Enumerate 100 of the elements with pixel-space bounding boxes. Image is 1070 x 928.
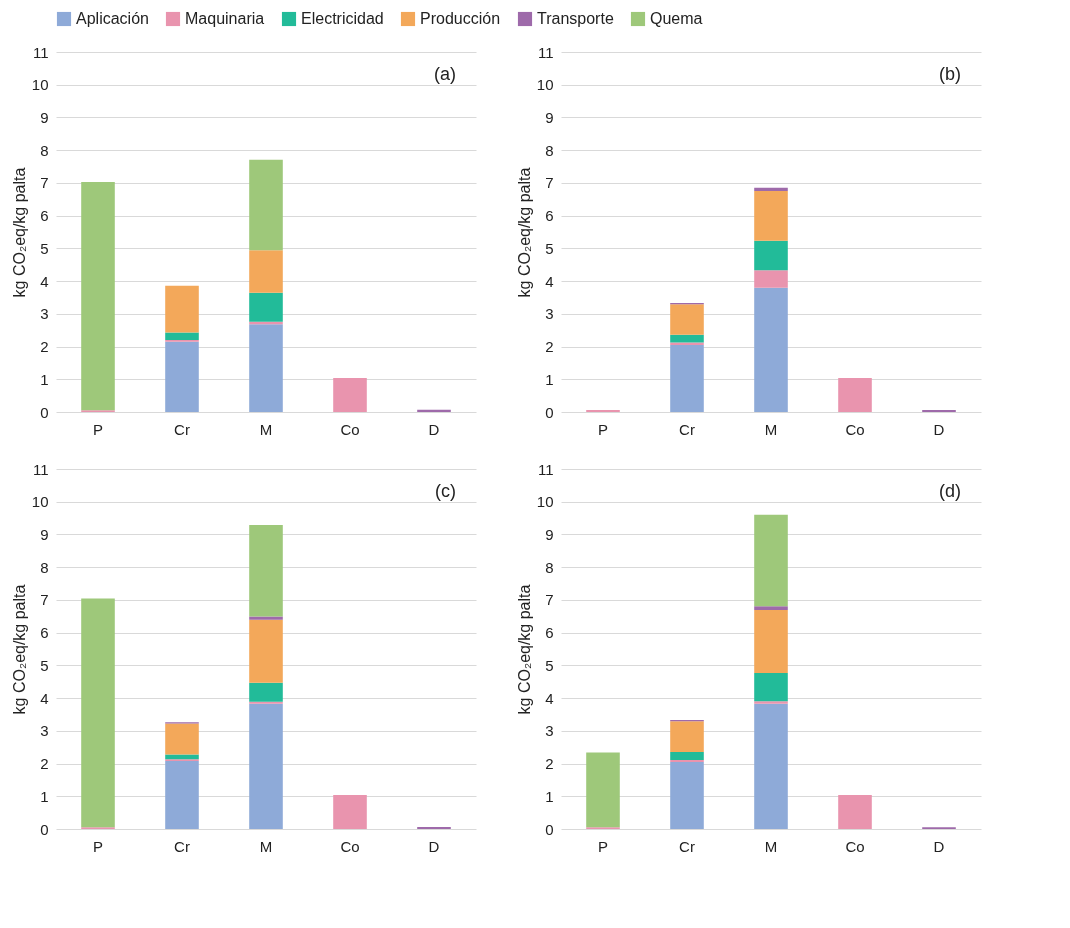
bar [670, 344, 704, 412]
y-tick-label: 4 [545, 689, 554, 707]
y-tick-label: 4 [40, 689, 49, 707]
y-tick-label: 11 [32, 460, 49, 478]
bar [81, 181, 115, 411]
bar [754, 606, 788, 611]
legend-label: Electricidad [301, 10, 384, 27]
x-tick-label: Co [340, 837, 360, 855]
y-tick-label: 6 [545, 207, 554, 225]
annotation: (d) [939, 481, 961, 501]
x-tick-label: Cr [679, 420, 695, 438]
bar [838, 794, 872, 829]
y-axis-title: kg CO₂eq/kg palta [10, 584, 28, 715]
bar [81, 598, 115, 828]
x-tick-label: Co [845, 837, 865, 855]
y-tick-label: 0 [545, 820, 554, 838]
legend-label: Maquinaria [185, 10, 265, 27]
y-tick-label: 7 [40, 591, 49, 609]
y-tick-label: 10 [536, 76, 554, 94]
y-tick-label: 7 [40, 174, 49, 192]
x-tick-label: Co [845, 420, 865, 438]
bar [754, 514, 788, 607]
bar [333, 794, 367, 829]
bar [249, 159, 283, 251]
y-tick-label: 4 [40, 272, 49, 290]
y-tick-label: 9 [545, 525, 554, 543]
annotation: (c) [435, 481, 456, 501]
bar [670, 304, 704, 335]
bar [165, 723, 199, 755]
y-tick-label: 2 [545, 338, 554, 356]
x-tick-label: P [92, 837, 104, 855]
x-tick-label: P [92, 420, 104, 438]
y-tick-label: 9 [545, 108, 554, 126]
y-tick-label: 8 [40, 558, 49, 576]
bar [754, 240, 788, 271]
bar [249, 250, 283, 293]
x-tick-label: P [597, 837, 609, 855]
y-tick-label: 11 [537, 460, 554, 478]
bar [249, 524, 283, 617]
y-tick-label: 6 [545, 624, 554, 642]
x-tick-label: M [259, 837, 273, 855]
bar [754, 270, 788, 288]
x-tick-label: Cr [174, 420, 190, 438]
y-tick-label: 5 [40, 656, 49, 674]
bar [670, 334, 704, 343]
x-tick-label: Co [340, 420, 360, 438]
y-axis-title: kg CO₂eq/kg palta [515, 584, 533, 715]
y-tick-label: 2 [40, 338, 49, 356]
legend-label: Aplicación [76, 10, 149, 27]
bar [754, 191, 788, 241]
x-tick-label: D [428, 420, 440, 438]
legend-label: Quema [650, 10, 703, 27]
y-tick-label: 6 [40, 624, 49, 642]
y-tick-label: 2 [40, 755, 49, 773]
y-tick-label: 8 [545, 141, 554, 159]
y-tick-label: 5 [40, 239, 49, 257]
bar [754, 187, 788, 192]
x-tick-label: M [259, 420, 273, 438]
x-tick-label: D [933, 420, 945, 438]
y-tick-label: 2 [545, 755, 554, 773]
y-tick-label: 6 [40, 207, 49, 225]
bar [670, 761, 704, 829]
y-tick-label: 7 [545, 591, 554, 609]
bar [249, 324, 283, 412]
y-tick-label: 1 [40, 787, 49, 805]
bar [838, 377, 872, 412]
y-tick-label: 8 [40, 141, 49, 159]
y-tick-label: 3 [545, 722, 554, 740]
bar [754, 701, 788, 704]
bar [165, 754, 199, 760]
annotation: (a) [434, 64, 456, 84]
y-axis-title: kg CO₂eq/kg palta [10, 167, 28, 298]
bar [670, 752, 704, 760]
x-tick-label: P [597, 420, 609, 438]
y-tick-label: 3 [40, 722, 49, 740]
y-tick-label: 11 [32, 43, 49, 61]
y-tick-label: 1 [40, 370, 49, 388]
bar [586, 752, 620, 828]
bar [754, 703, 788, 829]
bar [165, 285, 199, 333]
y-tick-label: 10 [31, 76, 49, 94]
bar [249, 703, 283, 829]
legend-label: Transporte [537, 10, 614, 27]
y-tick-label: 0 [40, 820, 49, 838]
y-tick-label: 10 [31, 493, 49, 511]
x-tick-label: M [764, 420, 778, 438]
y-tick-label: 10 [536, 493, 554, 511]
bar [754, 672, 788, 702]
y-tick-label: 1 [545, 787, 554, 805]
y-tick-label: 7 [545, 174, 554, 192]
annotation: (b) [939, 64, 961, 84]
y-tick-label: 4 [545, 272, 554, 290]
x-tick-label: M [764, 837, 778, 855]
y-tick-label: 3 [545, 305, 554, 323]
y-tick-label: 0 [545, 403, 554, 421]
bar [165, 760, 199, 829]
legend-label: Producción [420, 10, 501, 27]
y-tick-label: 8 [545, 558, 554, 576]
bar [249, 682, 283, 702]
bar [249, 292, 283, 322]
